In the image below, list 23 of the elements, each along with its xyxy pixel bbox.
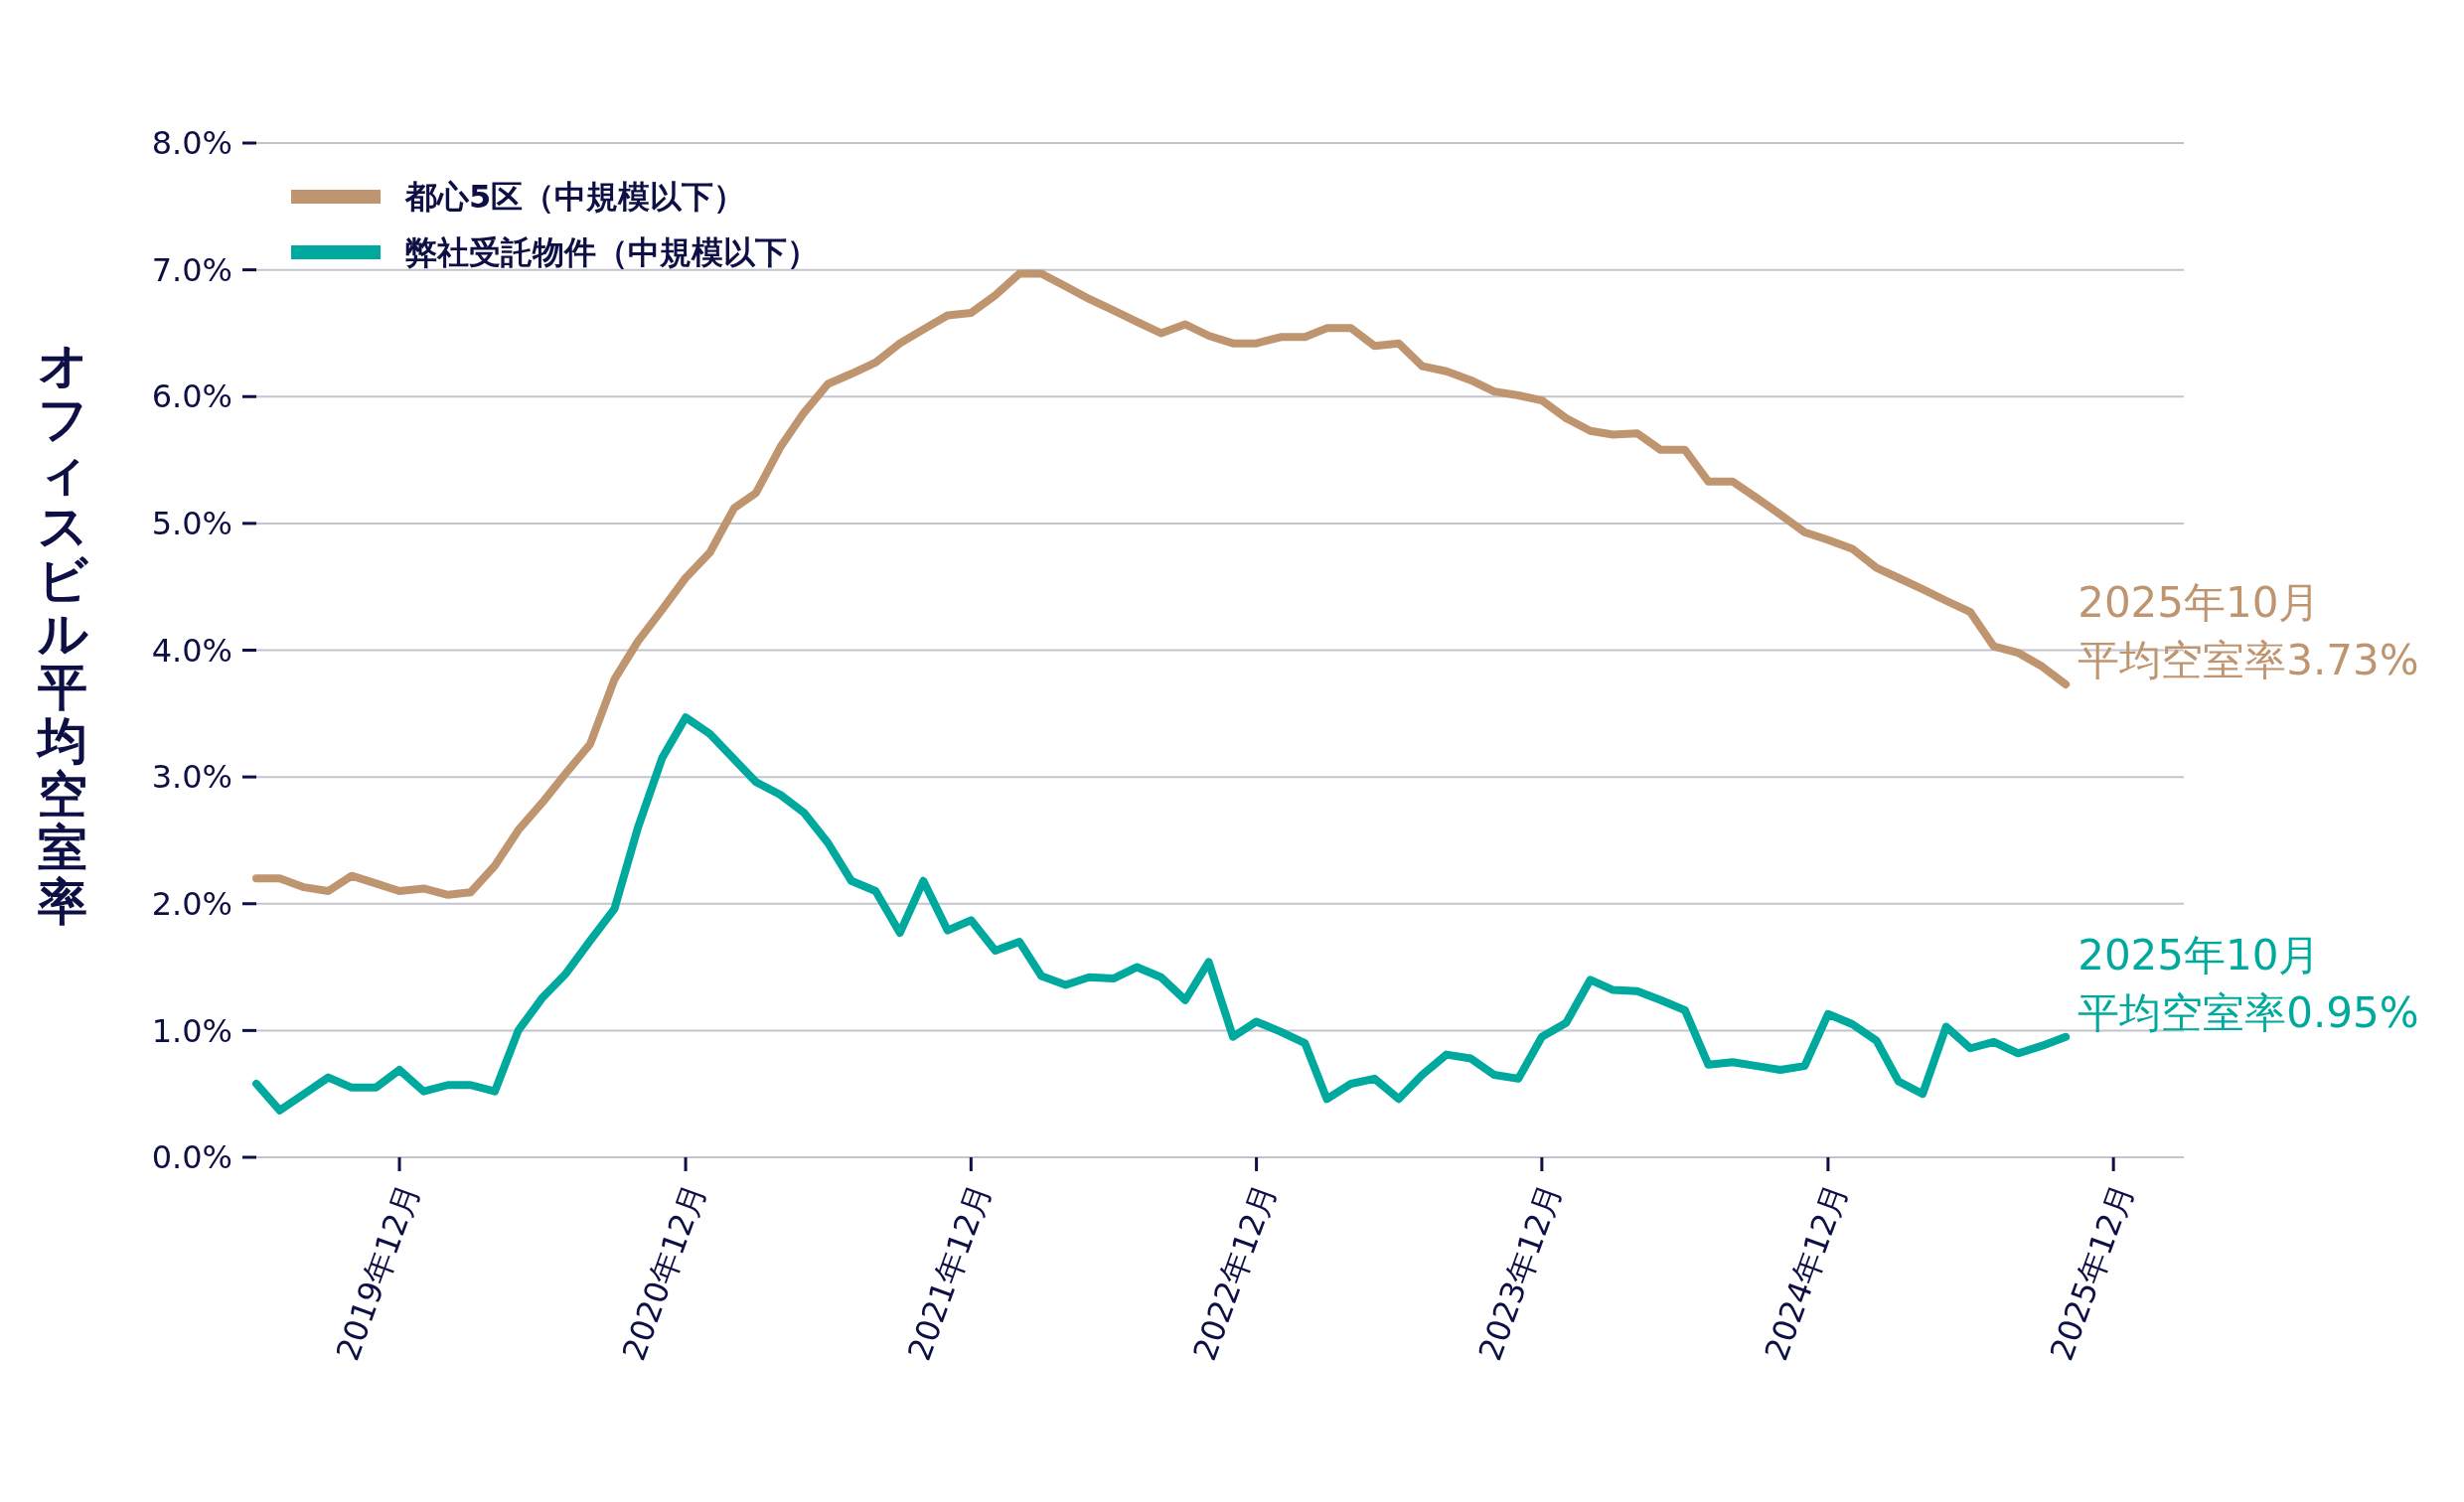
text: オフィスビル平均空室率 [37, 336, 88, 931]
x-tick-label: 2023年12月 [1470, 1178, 1570, 1366]
y-tick-label: 2.0% [151, 884, 232, 923]
x-tick-label: 2025年12月 [2042, 1178, 2142, 1366]
y-tick-label: 8.0% [151, 124, 232, 163]
legend-label: 弊社受託物件（中規模以下） [405, 233, 819, 272]
y-tick-label: 0.0% [151, 1138, 232, 1177]
y-tick-label: 3.0% [151, 758, 232, 797]
annotation: 平均空室率3.73% [2078, 635, 2419, 684]
annotation: 2025年10月 [2078, 577, 2321, 627]
y-tick-label: 6.0% [151, 377, 232, 416]
y-tick-label: 1.0% [151, 1011, 232, 1050]
x-tick-label: 2020年12月 [614, 1178, 714, 1366]
annotation: 2025年10月 [2078, 930, 2321, 979]
y-tick-label: 4.0% [151, 631, 232, 670]
x-tick-label: 2021年12月 [900, 1178, 1000, 1366]
x-tick-label: 2019年12月 [328, 1178, 428, 1366]
x-tick-label: 2024年12月 [1757, 1178, 1856, 1366]
y-tick-label: 5.0% [151, 505, 232, 543]
y-tick-label: 7.0% [151, 250, 232, 289]
x-tick-label: 2022年12月 [1185, 1178, 1285, 1366]
annotation: 平均空室率0.95% [2078, 987, 2419, 1037]
legend-label: 都心5区（中規模以下） [404, 178, 746, 217]
